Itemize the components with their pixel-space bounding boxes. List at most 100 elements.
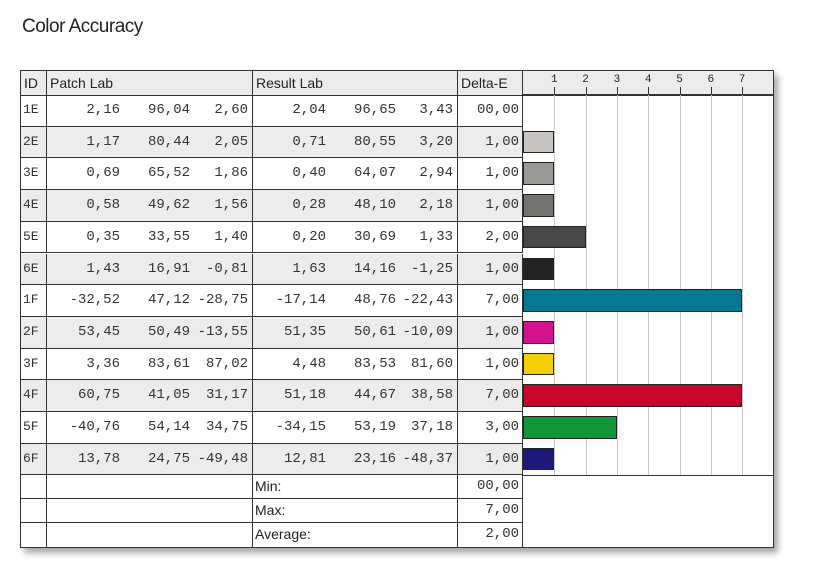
summary-value: 2,00 [485,526,519,543]
result-lab-value-b: -10,09 [402,323,453,340]
bar-4E [523,194,555,217]
bar-5E [523,225,586,249]
page-title: Color Accuracy [22,16,143,37]
bar-5F [523,416,617,439]
table-row: 3E 65,52 0,69 1,86 64,07 0,40 2,94 1,00 [21,158,523,191]
result-lab-value-a: -17,14 [275,292,326,309]
patch-lab-value-b: 34,75 [205,419,248,435]
patch-lab-value-b: 31,17 [205,387,248,404]
summary-label: Min: [255,478,282,495]
gridline [742,95,744,476]
patch-lab-value-a: 53,45 [77,323,120,340]
result-lab-value-l: 14,16 [353,260,396,277]
bar-2F [523,320,555,344]
row-id: 2E [23,133,39,149]
delta-e-value: 1,00 [485,260,519,277]
summary-row: Max: 7,00 [21,499,523,524]
patch-lab-value-b: 1,56 [214,197,248,214]
table-row: 1E 96,04 2,16 2,60 96,65 2,04 3,43 00,00 [21,95,523,127]
delta-e-value: 1,00 [485,323,519,340]
row-id: 6F [23,450,39,466]
patch-lab-value-b: -0,81 [205,260,248,277]
x-tick-label: 1 [550,74,558,86]
table-row: 6F 24,75 13,78 -49,48 23,16 12,81 -48,37 1,00 [21,443,523,476]
gridline [679,95,681,476]
patch-lab-value-a: 13,78 [77,450,120,467]
gridline [616,95,618,476]
patch-lab-value-l: 33,55 [147,228,190,245]
delta-e-value: 1,00 [485,133,519,150]
patch-lab-value-a: -40,76 [69,419,120,435]
x-tick-label: 6 [707,74,715,86]
x-tick-label: 5 [676,74,683,86]
chart-baseline [523,475,773,477]
patch-lab-value-b: 1,40 [214,228,248,245]
color-accuracy-table: ID Patch Lab Result Lab Delta-E 1E 96,04 2… [20,70,774,548]
gridline [710,95,712,476]
result-lab-value-a: 0,40 [292,165,326,182]
header-id: ID [21,71,47,95]
result-lab-value-a: 4,48 [292,355,326,372]
patch-lab-value-a: 0,58 [86,197,120,214]
row-id: 5E [23,228,39,244]
patch-lab-value-l: 24,75 [147,450,190,467]
bar-3F [523,352,555,376]
x-tick-mark [679,87,681,95]
table-row: 4F 41,05 60,75 31,17 44,67 51,18 38,58 7,00 [21,380,523,412]
delta-e-value: 1,00 [485,197,519,214]
patch-lab-value-l: 96,04 [147,102,190,118]
bar-1F [523,289,743,312]
result-lab-value-b: -48,37 [402,450,453,467]
delta-e-bar-chart: 1 2 3 4 5 6 7 [523,71,773,547]
result-lab-value-l: 64,07 [353,165,396,182]
result-lab-value-l: 30,69 [353,228,396,245]
summary-value: 00,00 [476,478,519,495]
patch-lab-value-l: 47,12 [147,292,190,309]
result-lab-value-b: 3,20 [419,133,453,150]
x-tick-mark [742,87,744,95]
delta-e-value: 1,00 [485,450,519,467]
patch-lab-value-b: 2,60 [214,102,248,118]
gridline [585,95,587,476]
bar-3E [523,162,555,186]
delta-e-value: 1,00 [485,355,519,372]
patch-lab-value-l: 41,05 [147,387,190,404]
patch-lab-value-l: 16,91 [147,260,190,277]
result-lab-value-b: -1,25 [410,260,453,277]
row-id: 4E [23,197,39,213]
bar-6E [523,257,555,281]
delta-e-value: 2,00 [485,228,519,245]
patch-lab-value-b: 1,86 [214,165,248,182]
row-id: 5F [23,419,39,434]
x-tick-mark [554,87,556,95]
result-lab-value-l: 96,65 [353,102,396,118]
gridline [554,95,556,476]
patch-lab-value-l: 49,62 [147,197,190,214]
table-row: 2E 80,44 1,17 2,05 80,55 0,71 3,20 1,00 [21,126,523,159]
x-tick-label: 2 [582,74,589,86]
result-lab-value-a: 0,20 [292,228,326,245]
table-row: 5F 54,14 -40,76 34,75 53,19 -34,15 37,18 3,00 [21,412,523,444]
row-id: 2F [23,323,39,339]
x-tick-mark [616,87,618,95]
summary-value: 7,00 [485,502,519,519]
x-tick-mark [648,87,650,95]
x-tick-label: 7 [738,74,746,86]
patch-lab-value-a: 60,75 [77,387,120,404]
x-tick-label: 3 [613,74,621,86]
patch-lab-value-a: 1,43 [86,260,120,277]
row-id: 3E [23,165,39,181]
patch-lab-value-l: 83,61 [147,355,190,372]
row-id: 6E [23,260,39,276]
result-lab-value-a: 0,28 [292,197,326,214]
result-lab-value-a: 2,04 [292,102,326,118]
table-row: 4E 49,62 0,58 1,56 48,10 0,28 2,18 1,00 [21,190,523,222]
result-lab-value-l: 50,61 [353,323,396,340]
summary-row: Average: 2,00 [21,523,523,547]
table-row: 2F 50,49 53,45 -13,55 50,61 51,35 -10,09 1,00 [21,316,523,349]
row-id: 4F [23,387,39,403]
summary-row: Min: 00,00 [21,475,523,500]
result-lab-value-l: 80,55 [353,133,396,150]
result-lab-value-b: 38,58 [410,387,453,404]
table-row: 6E 16,91 1,43 -0,81 14,16 1,63 -1,25 1,00 [21,253,523,286]
